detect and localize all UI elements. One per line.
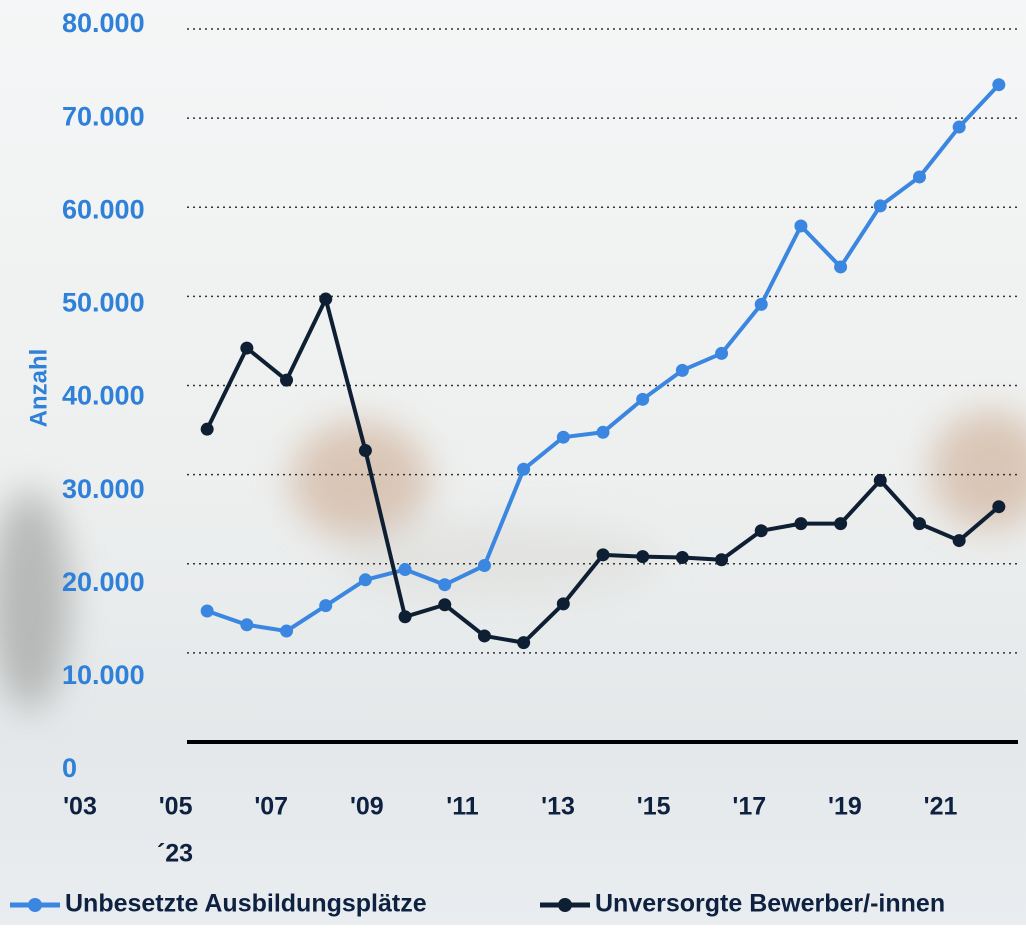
point <box>517 636 531 650</box>
point <box>636 392 650 406</box>
y-tick-label: 40.000 <box>62 381 145 411</box>
y-tick-label: 50.000 <box>62 288 145 318</box>
point <box>834 517 848 531</box>
y-tick-label: 20.000 <box>62 567 145 597</box>
x-tick-label: '19 <box>828 793 862 821</box>
point <box>636 550 650 564</box>
point <box>438 598 452 612</box>
point <box>715 346 729 360</box>
x-tick-label: '09 <box>350 793 384 821</box>
point <box>556 430 570 444</box>
x-tick-label: '07 <box>254 793 288 821</box>
point <box>517 462 531 476</box>
point <box>992 500 1006 514</box>
point <box>675 551 689 565</box>
y-axis-label: Anzahl <box>25 349 52 428</box>
point <box>992 78 1006 92</box>
point <box>834 260 848 274</box>
point <box>240 341 254 355</box>
point <box>873 473 887 487</box>
point <box>952 534 966 548</box>
point <box>794 219 808 233</box>
point <box>596 548 610 562</box>
point <box>358 444 372 458</box>
point <box>398 610 412 624</box>
y-tick-label: 60.000 <box>62 194 145 224</box>
point <box>754 297 768 311</box>
point <box>754 524 768 538</box>
point <box>319 599 333 613</box>
point <box>794 517 808 531</box>
point <box>438 578 452 592</box>
point <box>200 422 214 436</box>
background-photo <box>0 410 1026 710</box>
legend-label: Unversorgte Bewerber/-innen <box>595 890 945 918</box>
point <box>556 597 570 611</box>
x-tick-label: '03 <box>63 793 97 821</box>
point <box>477 629 491 643</box>
point <box>398 563 412 577</box>
x-tick-label: '11 <box>446 793 478 821</box>
x-tick-label: '05 <box>159 793 193 821</box>
point <box>912 517 926 531</box>
y-tick-label: 30.000 <box>62 474 145 504</box>
point <box>280 624 294 638</box>
x-tick-label: '13 <box>541 793 575 821</box>
annotation: ´23 <box>157 840 193 868</box>
point <box>200 604 214 618</box>
y-tick-label: 80.000 <box>62 8 145 38</box>
point <box>319 292 333 306</box>
legend-marker <box>28 898 42 912</box>
point <box>952 120 966 134</box>
x-tick-label: '21 <box>924 793 958 821</box>
point <box>477 559 491 573</box>
x-tick-label: '15 <box>637 793 671 821</box>
point <box>280 373 294 387</box>
legend-marker <box>558 898 572 912</box>
point <box>675 363 689 377</box>
point <box>240 618 254 632</box>
y-tick-label: 0 <box>62 753 77 783</box>
point <box>912 170 926 184</box>
point <box>715 553 729 567</box>
y-tick-label: 10.000 <box>62 660 145 690</box>
point <box>358 573 372 587</box>
point <box>873 199 887 213</box>
point <box>596 425 610 439</box>
x-tick-label: '17 <box>732 793 766 821</box>
y-tick-label: 70.000 <box>62 101 145 131</box>
legend-label: Unbesetzte Ausbildungsplätze <box>65 890 427 918</box>
